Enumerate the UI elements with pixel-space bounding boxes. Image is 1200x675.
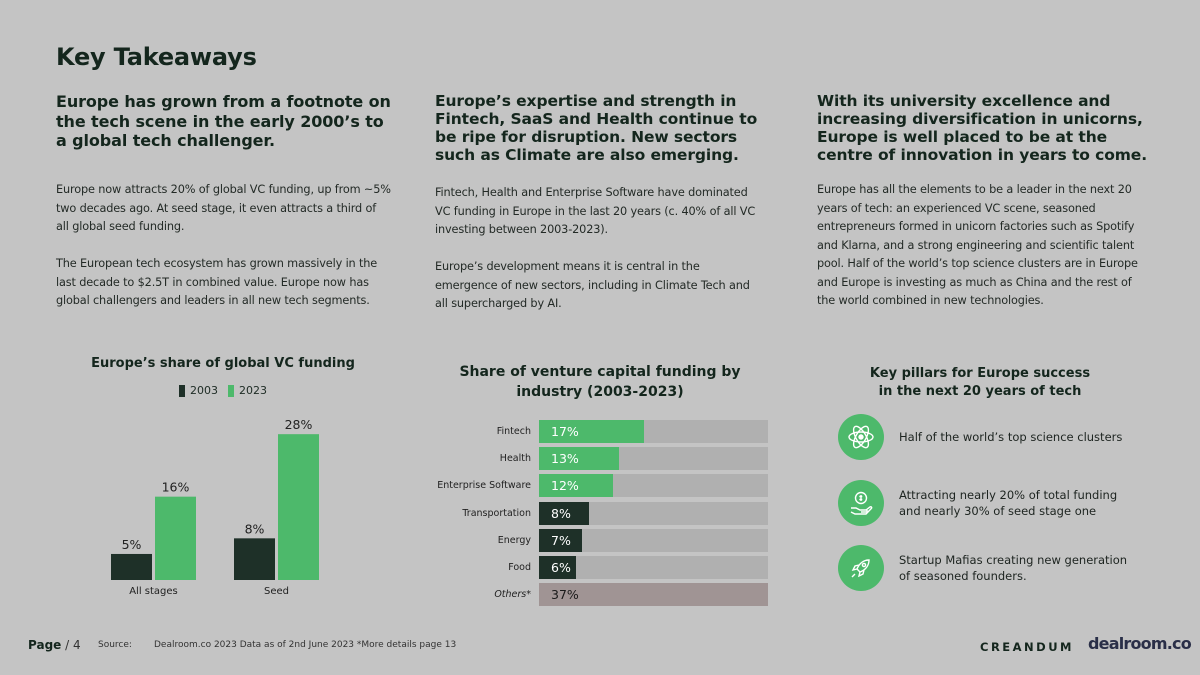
pillars-title: Key pillars for Europe success in the ne…: [840, 365, 1120, 401]
bar-2023-seed: [278, 434, 319, 580]
page-label: Page: [28, 638, 62, 652]
takeaway-paragraph: Fintech, Health and Enterprise Software …: [435, 186, 756, 236]
industry-chart-title: Share of venture capital funding by indu…: [459, 364, 741, 400]
bar-value-label: 5%: [122, 537, 142, 552]
industry-label: Food: [508, 562, 531, 573]
bar-value-label: 12%: [551, 478, 579, 493]
pillar-item: Attracting nearly 20% of total funding a…: [838, 480, 1128, 526]
bar-2023-all-stages: [155, 496, 196, 580]
bar-value-label: 16%: [162, 480, 190, 495]
takeaway-headline: With its university excellence and incre…: [817, 92, 1148, 164]
vc-share-legend: 2003 2023: [60, 384, 386, 397]
legend-label: 2023: [239, 384, 267, 397]
bar-value-label: 37%: [551, 587, 579, 602]
bar-energy: 7%: [539, 529, 582, 552]
legend-label: 2003: [190, 384, 218, 397]
bar-value-label: 17%: [551, 424, 579, 439]
industry-label: Others*: [494, 589, 531, 600]
industry-label: Enterprise Software: [437, 480, 531, 491]
takeaway-body: Europe now attracts 20% of global VC fun…: [56, 181, 391, 329]
pillar-item: Startup Mafias creating new generation o…: [838, 545, 1128, 591]
industry-label: Health: [499, 453, 531, 464]
takeaway-headline: Europe’s expertise and strength in Finte…: [435, 92, 758, 164]
category-label: All stages: [129, 586, 178, 597]
legend-item-2023: 2023: [228, 384, 267, 397]
pillar-item: Half of the world’s top science clusters: [838, 414, 1128, 460]
takeaway-paragraph: Europe now attracts 20% of global VC fun…: [56, 183, 391, 233]
page-indicator: Page / 4: [28, 638, 81, 652]
bar-enterprise-software: 12%: [539, 474, 613, 497]
industry-label: Transportation: [462, 508, 531, 519]
bar-track: 6%: [539, 556, 768, 579]
pillar-text: Half of the world’s top science clusters: [899, 430, 1123, 444]
category-label: Seed: [264, 586, 289, 597]
bar-value-label: 6%: [551, 560, 571, 575]
industry-label: Fintech: [496, 426, 531, 437]
takeaway-body: Fintech, Health and Enterprise Software …: [435, 184, 765, 332]
page-title: Key Takeaways: [56, 43, 257, 71]
takeaway-paragraph: Europe’s development means it is central…: [435, 260, 750, 310]
pillars-title-line: in the next 20 years of tech: [878, 384, 1082, 399]
takeaway-body: Europe has all the elements to be a lead…: [817, 181, 1152, 329]
bar-value-label: 7%: [551, 533, 571, 548]
bar-track: 8%: [539, 502, 768, 525]
bar-track: 37%: [539, 583, 768, 606]
legend-swatch: [179, 384, 185, 397]
bar-track: 12%: [539, 474, 768, 497]
legend-swatch: [228, 384, 234, 397]
bar-value-label: 13%: [551, 451, 579, 466]
source-text: Dealroom.co 2023 Data as of 2nd June 202…: [154, 640, 457, 650]
takeaway-headline: Europe has grown from a footnote on the …: [56, 92, 391, 150]
industry-label: Energy: [497, 535, 531, 546]
bar-track: 7%: [539, 529, 768, 552]
source-label: Source:: [98, 640, 132, 650]
bar-value-label: 8%: [245, 521, 265, 536]
takeaway-column-1: Europe has grown from a footnote on the …: [56, 92, 396, 307]
bar-2003-seed: [234, 538, 275, 580]
rocket-icon: [838, 545, 884, 591]
takeaway-paragraph: Europe has all the elements to be a lead…: [817, 183, 1138, 307]
bar-food: 6%: [539, 556, 576, 579]
bar-value-label: 8%: [551, 506, 571, 521]
vc-share-chart-title: Europe’s share of global VC funding: [91, 356, 355, 371]
pillar-text: Startup Mafias creating new generation o…: [899, 553, 1128, 583]
page-number: / 4: [65, 638, 81, 652]
bar-health: 13%: [539, 447, 619, 470]
creandum-logo: CREANDUM: [980, 640, 1075, 654]
takeaway-column-2: Europe’s expertise and strength in Finte…: [435, 92, 765, 310]
dealroom-logo: dealroom.co: [1088, 634, 1192, 653]
takeaway-paragraph: The European tech ecosystem has grown ma…: [56, 257, 378, 307]
bar-transportation: 8%: [539, 502, 589, 525]
pillars-title-line: Key pillars for Europe success: [869, 366, 1091, 381]
bar-others-: 37%: [539, 583, 768, 606]
legend-item-2003: 2003: [179, 384, 218, 397]
bar-track: 17%: [539, 420, 768, 443]
bar-fintech: 17%: [539, 420, 644, 443]
bar-2003-all-stages: [111, 553, 152, 580]
takeaway-column-3: With its university excellence and incre…: [817, 92, 1152, 307]
bar-track: 13%: [539, 447, 768, 470]
funding-hand-icon: [838, 480, 884, 526]
vc-share-bar-chart: 5% 16% All stages 8% 28% Seed: [111, 417, 319, 597]
atom-icon: [838, 414, 884, 460]
pillar-text: Attracting nearly 20% of total funding a…: [899, 488, 1118, 518]
bar-value-label: 28%: [285, 417, 313, 432]
